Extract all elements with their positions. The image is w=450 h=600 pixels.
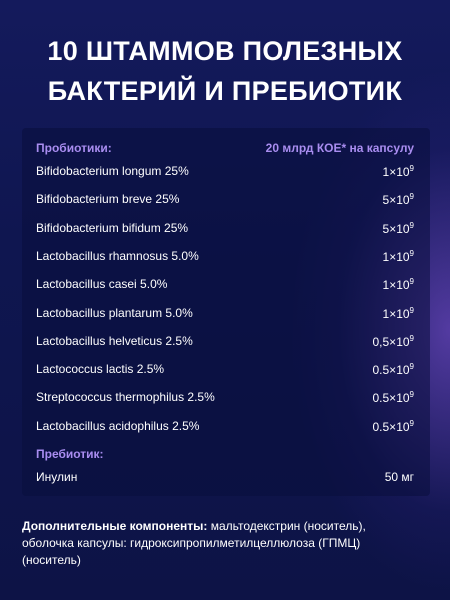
section-header: Пробиотики: 20 млрд КОЕ* на капсулу	[36, 141, 414, 155]
strain-row: Bifidobacterium breve 25% 5×109	[36, 192, 414, 207]
strain-name: Bifidobacterium longum 25%	[36, 164, 189, 178]
strain-amount: 0.5×109	[373, 390, 415, 405]
strain-row: Lactobacillus acidophilus 2.5% 0.5×109	[36, 418, 415, 434]
strain-amount: 1×109	[383, 277, 414, 292]
strain-row: Lactococcus lactis 2.5% 0.5×109	[36, 362, 415, 377]
amount-base: 1×10	[382, 249, 410, 264]
strain-row: Lactobacillus rhamnosus 5.0% 1×109	[36, 248, 414, 264]
strain-row: Lactobacillus casei 5.0% 1×109	[36, 277, 414, 292]
strain-row: Lactobacillus plantarum 5.0% 1×109	[36, 305, 414, 321]
amount-exponent: 9	[409, 305, 414, 315]
prebiotic-row: Инулин 50 мг	[36, 470, 414, 484]
amount-base: 0,5×10	[372, 334, 410, 349]
amount-exponent: 9	[409, 418, 414, 428]
section-heading: Пробиотики:	[36, 141, 112, 155]
amount-base: 5×10	[382, 193, 410, 208]
section-heading: Пребиотик:	[36, 447, 104, 461]
strain-row: Bifidobacterium longum 25% 1×109	[36, 164, 414, 179]
footer: Дополнительные компоненты: мальтодекстри…	[22, 518, 432, 569]
strain-amount: 5×109	[383, 192, 414, 207]
strain-name: Streptococcus thermophilus 2.5%	[36, 390, 215, 405]
strain-row: Bifidobacterium bifidum 25% 5×109	[36, 220, 414, 236]
footer-label: Дополнительные компоненты:	[22, 519, 208, 533]
strain-amount: 1×109	[383, 306, 414, 321]
strain-amount: 0.5×109	[373, 419, 415, 434]
amount-base: 5×10	[382, 221, 410, 236]
strain-row: Streptococcus thermophilus 2.5% 0.5×109	[36, 390, 415, 405]
amount-exponent: 9	[409, 192, 414, 202]
strain-amount: 1×109	[383, 164, 414, 179]
strain-row: Lactobacillus helveticus 2.5% 0,5×109	[36, 333, 415, 349]
amount-base: 0.5×10	[372, 419, 410, 434]
strain-name: Lactobacillus helveticus 2.5%	[36, 333, 193, 348]
strain-name: Bifidobacterium bifidum 25%	[36, 220, 189, 235]
amount-exponent: 9	[409, 248, 414, 258]
amount-base: 1×10	[382, 165, 410, 179]
column-heading: 20 млрд КОЕ* на капсулу	[265, 141, 414, 155]
amount-exponent: 9	[409, 277, 414, 287]
panel	[22, 128, 430, 496]
title-line: БАКТЕРИЙ И ПРЕБИОТИК	[47, 76, 403, 106]
prebiotic-amount: 50 мг	[384, 470, 414, 484]
strain-amount: 1×109	[383, 249, 414, 264]
footer-text: оболочка капсулы: гидроксипропилметилцел…	[22, 536, 361, 550]
amount-exponent: 9	[409, 164, 414, 173]
prebiotic-name: Инулин	[36, 470, 78, 484]
amount-exponent: 9	[409, 362, 414, 372]
amount-base: 0.5×10	[372, 363, 410, 378]
amount-exponent: 9	[409, 220, 414, 230]
strain-name: Lactobacillus acidophilus 2.5%	[36, 418, 200, 433]
strain-amount: 0,5×109	[373, 334, 415, 349]
amount-exponent: 9	[409, 333, 414, 343]
section-header: Пребиотик:	[36, 447, 414, 461]
footer-text: мальтодекстрин (носитель),	[210, 519, 366, 533]
title-line: 10 ШТАММОВ ПОЛЕЗНЫХ	[47, 36, 403, 66]
strain-name: Lactobacillus casei 5.0%	[36, 277, 168, 292]
amount-base: 0.5×10	[372, 391, 410, 406]
amount-exponent: 9	[409, 390, 414, 400]
strain-name: Lactococcus lactis 2.5%	[36, 362, 165, 377]
strain-amount: 0.5×109	[373, 362, 415, 377]
strain-name: Lactobacillus rhamnosus 5.0%	[36, 248, 199, 263]
amount-base: 1×10	[382, 278, 410, 293]
amount-base: 1×10	[382, 306, 410, 321]
strain-name: Lactobacillus plantarum 5.0%	[36, 305, 193, 320]
strain-amount: 5×109	[383, 221, 414, 236]
strain-name: Bifidobacterium breve 25%	[36, 192, 180, 207]
footer-text: (носитель)	[22, 553, 81, 567]
